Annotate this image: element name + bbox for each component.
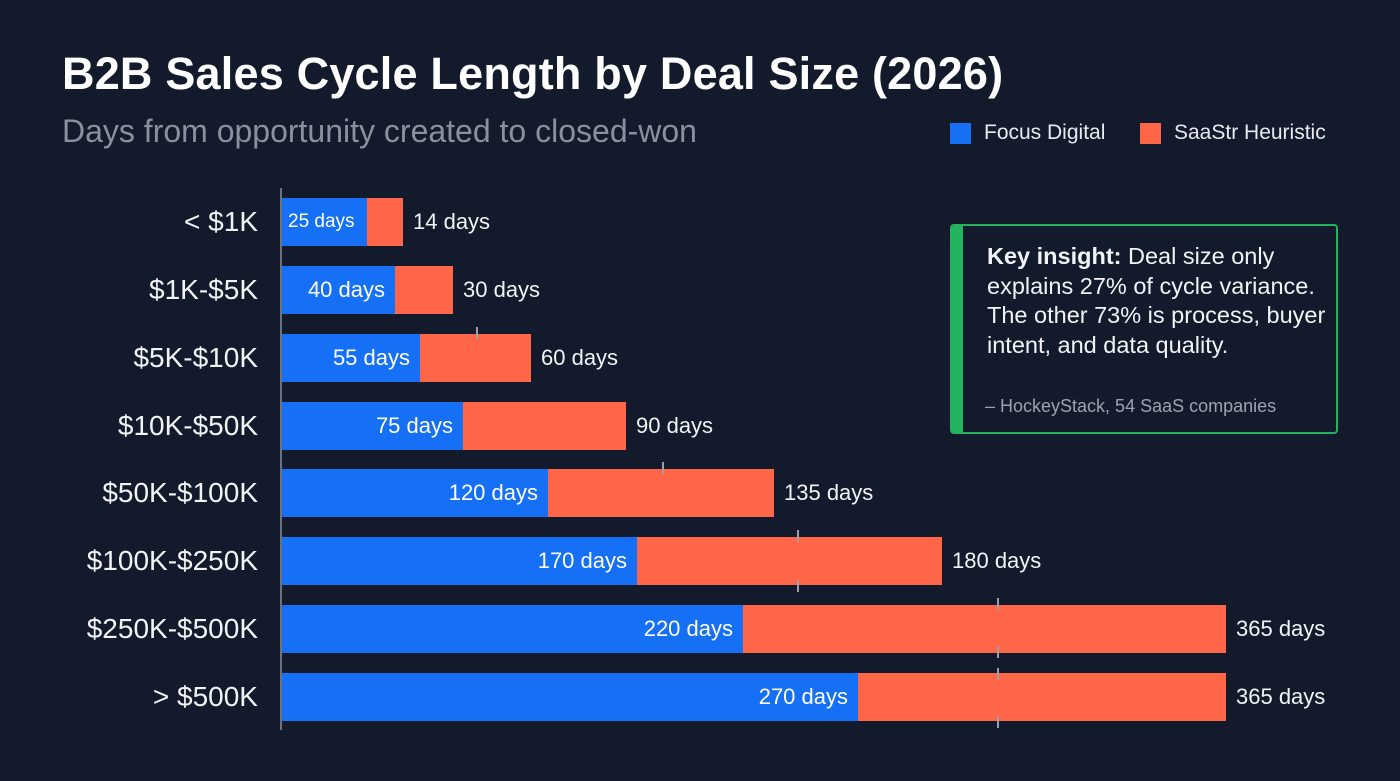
bar-saastr-heuristic	[858, 673, 1226, 721]
marker-tick	[662, 462, 664, 474]
callout-source: – HockeyStack, 54 SaaS companies	[985, 396, 1277, 416]
bar-value-label-saastr: 365 days	[1236, 616, 1326, 641]
callout-bold-lead: Key insight:	[987, 243, 1122, 269]
bar-focus-digital	[282, 537, 637, 585]
legend-swatch-blue	[950, 122, 971, 144]
category-label: $50K-$100K	[102, 477, 258, 508]
bar-saastr-heuristic	[367, 198, 403, 246]
category-label: $5K-$10K	[133, 342, 258, 373]
bar-value-label-focus: 270 days	[758, 684, 848, 709]
bar-saastr-heuristic	[548, 469, 774, 517]
marker-tick	[997, 716, 999, 728]
bar-saastr-heuristic	[395, 266, 453, 314]
category-label: > $500K	[152, 681, 258, 712]
bar-saastr-heuristic	[463, 402, 626, 450]
category-label: $100K-$250K	[86, 545, 258, 576]
chart-subtitle: Days from opportunity created to closed-…	[62, 113, 697, 149]
bar-value-label-focus: 55 days	[332, 345, 410, 370]
bar-value-label-focus: 220 days	[643, 616, 733, 641]
legend-swatch-orange	[1140, 122, 1161, 144]
bar-saastr-heuristic	[743, 605, 1226, 653]
bar-value-label-saastr: 180 days	[952, 548, 1042, 573]
bar-saastr-heuristic	[420, 334, 531, 382]
bar-value-label-saastr: 14 days	[413, 209, 491, 234]
marker-tick	[997, 668, 999, 680]
bar-value-label-saastr: 90 days	[636, 413, 714, 438]
bar-focus-digital	[282, 673, 858, 721]
legend-label: Focus Digital	[984, 121, 1106, 144]
y-axis-line	[280, 188, 282, 730]
bar-value-label-focus: 120 days	[448, 480, 538, 505]
callout-accent-bar	[952, 226, 963, 432]
marker-tick	[997, 646, 999, 658]
bar-focus-digital	[282, 469, 548, 517]
category-label: $10K-$50K	[117, 410, 258, 441]
chart-title: B2B Sales Cycle Length by Deal Size (202…	[62, 48, 1004, 99]
bar-focus-digital	[282, 402, 463, 450]
bar-value-label-focus: 25 days	[288, 211, 355, 232]
category-label: $1K-$5K	[149, 274, 258, 305]
bar-value-label-saastr: 30 days	[463, 277, 541, 302]
callout-body: Deal size only explains 27% of cycle var…	[987, 243, 1326, 358]
bar-focus-digital	[282, 605, 743, 653]
marker-tick	[476, 327, 478, 339]
bar-value-label-saastr: 365 days	[1236, 684, 1326, 709]
legend-item-saastr: SaaStr Heuristic	[1140, 121, 1326, 145]
legend-label: SaaStr Heuristic	[1174, 121, 1326, 144]
callout-text: Key insight: Deal size only explains 27%…	[987, 242, 1327, 360]
bar-focus-digital	[282, 198, 367, 246]
bar-focus-digital	[282, 266, 395, 314]
bar-value-label-saastr: 135 days	[784, 480, 874, 505]
category-label: < $1K	[184, 206, 258, 237]
marker-tick	[797, 580, 799, 592]
bar-saastr-heuristic	[637, 537, 942, 585]
marker-tick	[797, 530, 799, 542]
bar-focus-digital	[282, 334, 420, 382]
bar-value-label-focus: 75 days	[375, 413, 453, 438]
legend-item-focus-digital: Focus Digital	[950, 121, 1105, 145]
bar-value-label-focus: 40 days	[307, 277, 385, 302]
bar-value-label-saastr: 60 days	[541, 345, 619, 370]
marker-tick	[997, 598, 999, 610]
key-insight-callout: Key insight: Deal size only explains 27%…	[950, 224, 1338, 434]
bar-value-label-focus: 170 days	[537, 548, 627, 573]
category-label: $250K-$500K	[86, 613, 258, 644]
